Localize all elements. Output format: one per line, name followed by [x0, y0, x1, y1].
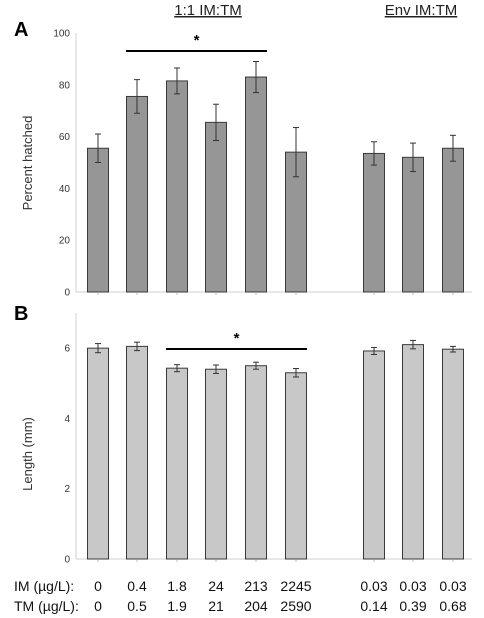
panel-label-a: A [14, 19, 28, 41]
bar [402, 156, 424, 293]
bar [126, 95, 148, 293]
bar [442, 348, 464, 560]
dose-table: 0 0.4 1.8 24 213 2245 0.03 0.03 0.03 0 0.5 1.9 21 204… [94, 578, 467, 614]
y-tick-label: 6 [64, 344, 70, 355]
panel-label-b: B [14, 303, 28, 325]
tm-dose-value: 0 [94, 598, 102, 614]
bar [205, 368, 227, 560]
tm-dose-label: TM (µg/L): [14, 598, 79, 614]
y-tick-label: 4 [64, 414, 70, 425]
bar [166, 80, 188, 293]
tm-dose-value: 0.68 [439, 598, 466, 614]
tm-dose-value: 2590 [280, 598, 311, 614]
im-dose-label: IM (µg/L): [14, 578, 74, 594]
y-tick-label: 60 [59, 132, 71, 143]
im-dose-value: 0.03 [439, 578, 466, 594]
y-tick-label: 20 [59, 236, 71, 247]
group-title-one-to-one: 1:1 IM:TM [174, 2, 242, 19]
y-tick-label: 80 [59, 80, 71, 91]
im-dose-value: 0 [94, 578, 102, 594]
tm-dose-value: 204 [244, 598, 268, 614]
y-tick-label: 100 [53, 29, 70, 40]
y-axis-label-b: Length (mm) [20, 417, 35, 491]
bar [205, 121, 227, 293]
bar [126, 345, 148, 560]
bar [87, 347, 109, 560]
bar [245, 76, 267, 293]
tm-dose-value: 1.9 [167, 598, 187, 614]
bar [402, 344, 424, 560]
bar [285, 372, 307, 560]
tm-dose-value: 0.39 [399, 598, 426, 614]
y-tick-label: 0 [64, 288, 70, 299]
im-dose-value: 24 [208, 578, 224, 594]
y-axis-label-a: Percent hatched [20, 116, 35, 211]
significance-star: * [194, 32, 200, 49]
bar [363, 350, 385, 560]
tm-dose-value: 21 [208, 598, 224, 614]
im-dose-value: 213 [244, 578, 268, 594]
y-tick-label: 40 [59, 184, 71, 195]
y-tick-label: 0 [64, 555, 70, 566]
im-dose-value: 0.4 [127, 578, 147, 594]
panel-b-chart: 0 2 4 6 * [64, 313, 472, 566]
tm-dose-value: 0.5 [127, 598, 147, 614]
panel-a-chart: 0 20 40 60 80 100 * [53, 29, 472, 299]
bar [363, 152, 385, 293]
im-dose-value: 2245 [280, 578, 311, 594]
im-dose-value: 1.8 [167, 578, 187, 594]
bar [166, 367, 188, 560]
y-tick-label: 2 [64, 484, 70, 495]
group-title-env: Env IM:TM [385, 2, 458, 19]
tm-dose-value: 0.14 [360, 598, 387, 614]
bar [442, 147, 464, 293]
bar [245, 365, 267, 560]
bar [87, 147, 109, 293]
significance-star: * [234, 330, 240, 347]
im-dose-value: 0.03 [360, 578, 387, 594]
im-dose-value: 0.03 [399, 578, 426, 594]
